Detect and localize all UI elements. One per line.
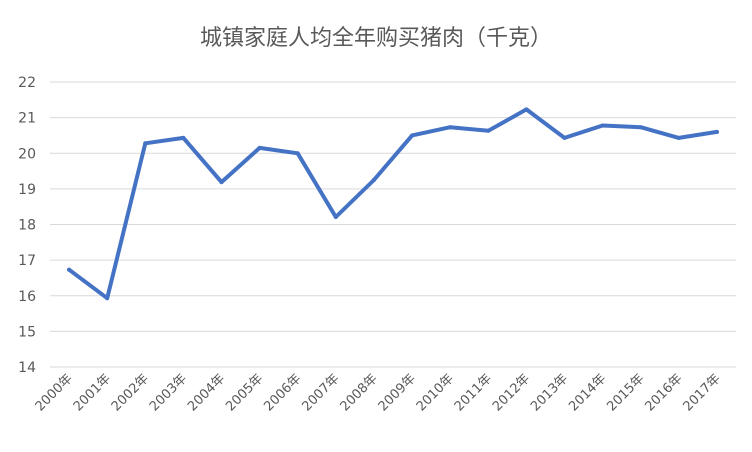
data-point (181, 135, 186, 140)
data-point (295, 151, 300, 156)
x-tick-label: 2010年 (414, 371, 457, 414)
y-tick-label: 17 (18, 253, 36, 269)
x-tick-label: 2009年 (376, 371, 419, 414)
x-tick-label: 2000年 (33, 371, 76, 414)
data-point (410, 133, 415, 138)
y-tick-label: 16 (18, 289, 36, 305)
data-point (371, 177, 376, 182)
x-tick-label: 2005年 (223, 371, 266, 414)
x-tick-label: 2012年 (490, 371, 533, 414)
y-tick-label: 18 (18, 218, 36, 234)
x-tick-label: 2006年 (261, 371, 304, 414)
data-point (143, 141, 148, 146)
data-point (600, 123, 605, 128)
x-tick-label: 2011年 (452, 371, 495, 414)
y-tick-label: 20 (18, 146, 36, 162)
data-point (105, 296, 110, 301)
data-point (219, 180, 224, 185)
series-line (67, 107, 719, 301)
data-point (333, 215, 338, 220)
x-tick-label: 2004年 (185, 371, 228, 414)
data-point (486, 128, 491, 133)
x-tick-label: 2002年 (109, 371, 152, 414)
x-tick-label: 2008年 (338, 371, 381, 414)
y-tick-label: 14 (18, 360, 36, 376)
data-point (676, 135, 681, 140)
x-tick-label: 2016年 (642, 371, 685, 414)
x-tick-label: 2007年 (299, 371, 342, 414)
y-tick-label: 21 (18, 111, 36, 127)
x-tick-label: 2014年 (566, 371, 609, 414)
y-tick-label: 15 (18, 324, 36, 340)
y-tick-label: 19 (18, 182, 36, 198)
data-point (257, 145, 262, 150)
x-tick-label: 2013年 (528, 371, 571, 414)
series-layer (67, 107, 719, 301)
y-tick-label: 22 (18, 75, 36, 91)
data-point (714, 129, 719, 134)
gridlines (50, 81, 736, 368)
data-point (562, 135, 567, 140)
x-tick-label: 2017年 (681, 371, 724, 414)
x-tick-label: 2003年 (147, 371, 190, 414)
data-point (524, 107, 529, 112)
x-axis-ticks: 2000年2001年2002年2003年2004年2005年2006年2007年… (33, 371, 724, 414)
x-tick-label: 2015年 (604, 371, 647, 414)
x-tick-label: 2001年 (71, 371, 114, 414)
data-point (448, 125, 453, 130)
y-axis-ticks: 14 15 16 17 18 19 20 21 22 (18, 75, 36, 376)
data-point (638, 125, 643, 130)
data-point (67, 267, 72, 272)
chart-title: 城镇家庭人均全年购买猪肉（千克） (200, 26, 552, 51)
